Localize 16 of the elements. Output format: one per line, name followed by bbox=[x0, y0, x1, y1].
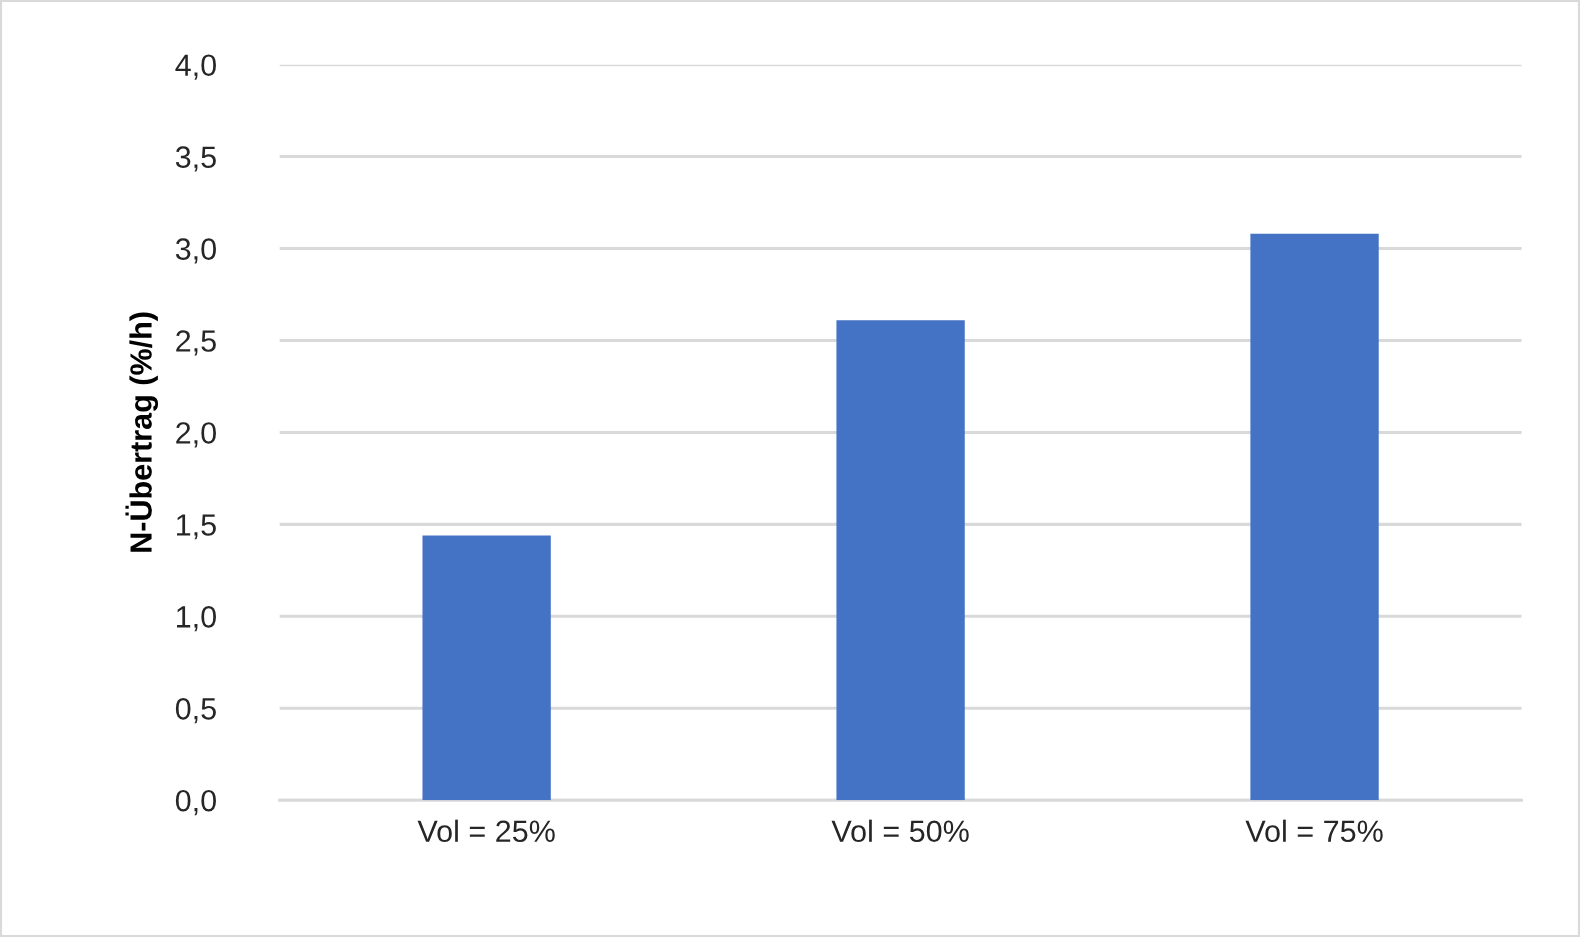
x-tick-label: Vol = 25% bbox=[417, 819, 555, 843]
bar bbox=[836, 320, 965, 801]
y-tick-label: 2,5 bbox=[176, 330, 216, 356]
y-tick-label: 0,0 bbox=[175, 789, 216, 816]
y-tick-label: 1,0 bbox=[177, 606, 216, 632]
y-tick-label: 3,5 bbox=[175, 146, 216, 172]
y-tick-label: 3,0 bbox=[175, 238, 216, 264]
y-tick-label: 1,5 bbox=[177, 514, 216, 540]
y-tick-label: 4,0 bbox=[175, 54, 216, 80]
x-tick-label: Vol = 50% bbox=[831, 819, 969, 843]
x-tick-label: Vol = 75% bbox=[1245, 819, 1383, 843]
y-axis-title: N-Übertrag (%/h) bbox=[125, 312, 159, 552]
y-tick-label: 2,0 bbox=[176, 422, 216, 448]
bar bbox=[1250, 233, 1379, 801]
y-tick-label: 0,5 bbox=[175, 697, 216, 724]
bar bbox=[422, 535, 551, 801]
